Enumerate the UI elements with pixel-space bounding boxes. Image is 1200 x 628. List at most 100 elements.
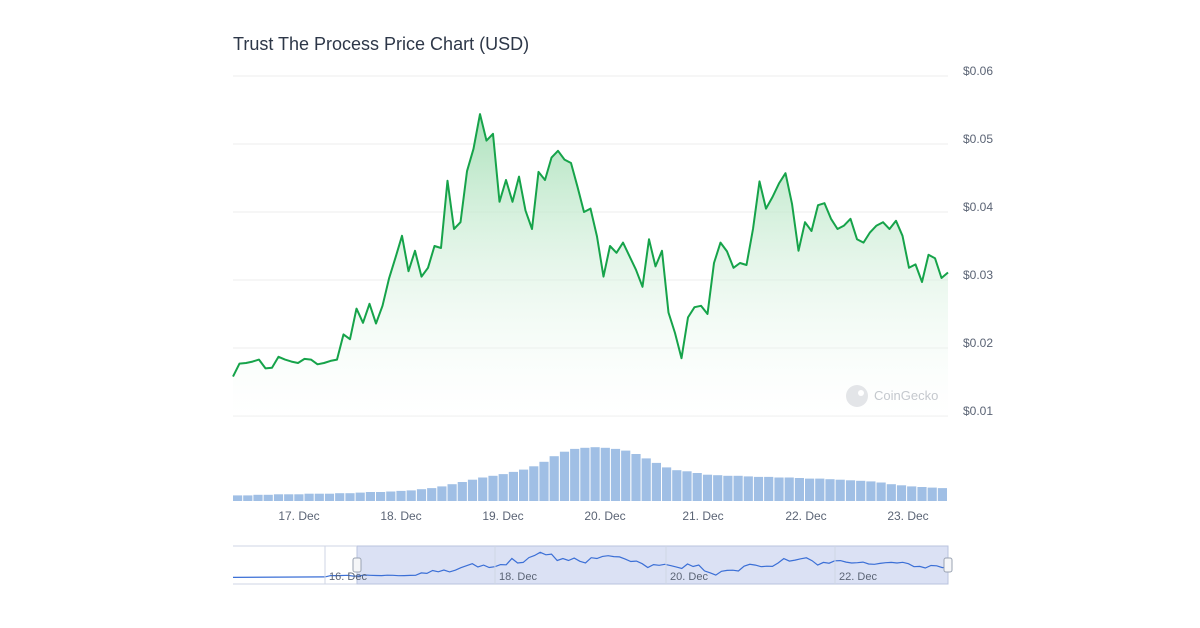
chart-title: Trust The Process Price Chart (USD) (233, 34, 530, 54)
volume-bar[interactable] (784, 477, 794, 502)
volume-bar[interactable] (304, 493, 314, 501)
volume-bar[interactable] (805, 478, 815, 501)
volume-bar[interactable] (927, 487, 937, 501)
volume-bar[interactable] (508, 471, 518, 501)
volume-bar[interactable] (243, 495, 253, 501)
volume-bar[interactable] (886, 484, 896, 501)
navigator-tick-label: 16. Dec (329, 571, 367, 583)
volume-bar[interactable] (263, 494, 273, 501)
volume-bar[interactable] (733, 475, 743, 501)
volume-bar[interactable] (314, 493, 324, 501)
volume-bar[interactable] (682, 471, 692, 501)
y-tick-label: $0.05 (963, 132, 993, 146)
volume-bar[interactable] (845, 480, 856, 501)
volume-bar[interactable] (498, 474, 508, 501)
volume-bar[interactable] (549, 456, 559, 501)
volume-bar[interactable] (937, 488, 947, 501)
volume-bar[interactable] (539, 461, 549, 501)
x-tick-label: 19. Dec (482, 509, 523, 523)
volume-bar[interactable] (764, 476, 774, 501)
x-tick-label: 22. Dec (785, 509, 826, 523)
y-tick-label: $0.02 (963, 336, 993, 350)
volume-bar[interactable] (856, 480, 866, 501)
x-tick-label: 23. Dec (887, 509, 928, 523)
volume-bar[interactable] (519, 469, 529, 501)
volume-bar[interactable] (294, 494, 304, 501)
volume-bar[interactable] (753, 476, 764, 501)
navigator-tick-label: 20. Dec (670, 571, 708, 583)
coingecko-logo-icon (846, 385, 868, 407)
volume-bars[interactable] (233, 447, 947, 501)
volume-bar[interactable] (580, 447, 590, 501)
volume-bar[interactable] (610, 448, 621, 501)
volume-bar[interactable] (907, 486, 917, 501)
volume-bar[interactable] (529, 466, 539, 501)
volume-bar[interactable] (743, 476, 753, 501)
x-tick-label: 20. Dec (584, 509, 625, 523)
volume-bar[interactable] (335, 493, 345, 501)
volume-bar[interactable] (896, 485, 907, 501)
volume-bar[interactable] (416, 489, 427, 501)
x-tick-label: 21. Dec (682, 509, 723, 523)
volume-bar[interactable] (774, 477, 784, 502)
volume-bar[interactable] (651, 462, 661, 501)
volume-bar[interactable] (590, 447, 600, 501)
volume-bar[interactable] (355, 492, 365, 501)
volume-bar[interactable] (631, 454, 641, 501)
navigator-right-handle[interactable] (943, 557, 953, 573)
volume-bar[interactable] (866, 481, 876, 501)
volume-bar[interactable] (559, 451, 570, 501)
volume-bar[interactable] (447, 484, 457, 501)
coingecko-watermark: CoinGecko (846, 385, 938, 407)
volume-bar[interactable] (437, 486, 447, 501)
volume-bar[interactable] (835, 479, 845, 501)
volume-bar[interactable] (672, 470, 682, 501)
volume-bar[interactable] (396, 490, 406, 501)
volume-bar[interactable] (345, 493, 355, 501)
volume-bar[interactable] (478, 477, 488, 502)
volume-bar[interactable] (488, 475, 498, 501)
price-series[interactable] (232, 113, 949, 416)
volume-bar[interactable] (376, 492, 386, 501)
y-tick-label: $0.04 (963, 200, 993, 214)
volume-bar[interactable] (794, 478, 804, 501)
y-axis-ticks: $0.06 $0.05 $0.04 $0.03 $0.02 $0.01 (963, 64, 993, 418)
volume-bar[interactable] (457, 482, 467, 501)
y-tick-label: $0.06 (963, 64, 993, 78)
navigator-tick-label: 18. Dec (499, 571, 537, 583)
navigator-left-handle[interactable] (352, 557, 362, 573)
volume-bar[interactable] (641, 458, 651, 501)
volume-bar[interactable] (621, 450, 631, 501)
volume-bar[interactable] (386, 491, 396, 502)
volume-bar[interactable] (365, 492, 375, 501)
range-navigator[interactable]: 16. Dec 18. Dec 20. Dec 22. Dec (232, 545, 953, 585)
volume-bar[interactable] (662, 467, 672, 501)
x-tick-label: 17. Dec (278, 509, 319, 523)
volume-bar[interactable] (253, 494, 263, 501)
volume-bar[interactable] (723, 475, 733, 501)
volume-bar[interactable] (825, 479, 835, 501)
watermark-text: CoinGecko (874, 388, 938, 403)
volume-bar[interactable] (600, 447, 610, 501)
volume-bar[interactable] (406, 490, 416, 501)
volume-bar[interactable] (917, 487, 927, 501)
volume-bar[interactable] (876, 482, 886, 502)
volume-bar[interactable] (467, 479, 478, 501)
volume-bar[interactable] (702, 474, 713, 501)
x-axis-ticks: 17. Dec 18. Dec 19. Dec 20. Dec 21. Dec 22. D… (278, 509, 928, 523)
volume-bar[interactable] (324, 493, 335, 501)
price-line[interactable] (232, 113, 949, 378)
price-area (233, 114, 948, 416)
x-tick-label: 18. Dec (380, 509, 421, 523)
volume-bar[interactable] (233, 495, 243, 501)
volume-bar[interactable] (284, 494, 294, 501)
volume-bar[interactable] (273, 494, 284, 501)
volume-bar[interactable] (570, 448, 580, 501)
volume-bar[interactable] (815, 478, 825, 501)
navigator-tick-label: 22. Dec (839, 571, 877, 583)
volume-bar[interactable] (713, 475, 723, 501)
volume-bar[interactable] (427, 488, 437, 501)
coingecko-logo-eye (858, 390, 864, 396)
volume-bar[interactable] (692, 473, 702, 501)
